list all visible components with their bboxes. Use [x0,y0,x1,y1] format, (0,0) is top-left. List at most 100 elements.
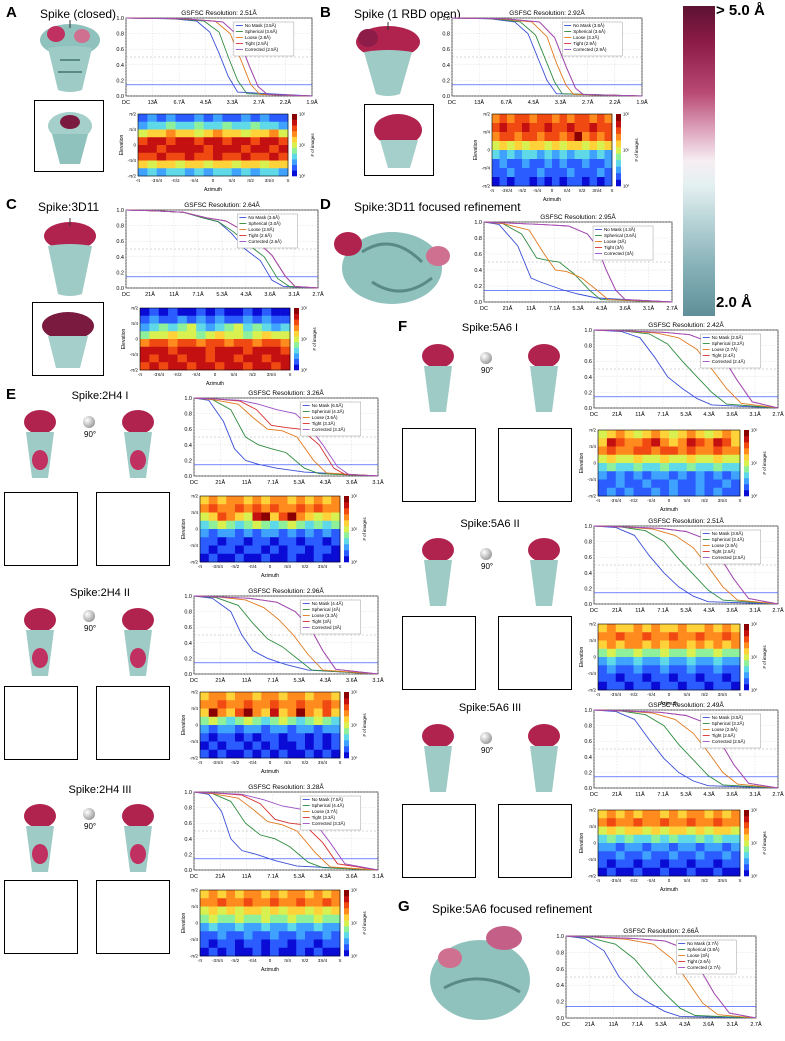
heat-cell [722,463,732,472]
x-tick-label: 3.1Å [643,305,655,312]
heat-cell [224,339,235,348]
heat-cell [261,504,271,513]
heat-cell [660,665,670,674]
heat-cell [606,446,617,456]
heat-cell [677,624,688,633]
heat-cell [722,826,732,836]
x-tick-label: 21Å [585,1021,595,1028]
colorbar-tick-label: 10⁰ [751,494,758,499]
heat-cell [261,362,272,371]
colorbar-tick-label: 10⁰ [751,688,758,693]
heat-cell [507,177,515,187]
heat-cell [598,867,608,877]
heat-cell [559,114,568,124]
heat-cell [713,665,723,674]
legend-label: No Mask (3.6Å) [712,530,744,536]
heat-cell [208,923,218,932]
y-tick-label: -π/4 [128,158,137,163]
heat-cell [598,446,608,456]
heat-cell [296,906,306,916]
heat-cell [196,346,206,355]
heat-colorbar-segment [616,166,621,174]
y-tick-label: 0 [593,655,596,660]
x-tick-label: -π/2 [629,878,638,883]
heat-cell [217,890,227,899]
legend-label: Loose (3.7Å) [312,808,338,814]
series-line-corrected [483,221,673,303]
spike-map-c-top [42,312,94,368]
heat-cell [544,141,553,151]
heat-cell [224,362,235,371]
heat-cell [624,624,634,633]
x-axis-label: Azimuth [660,701,678,707]
heat-cell [669,438,679,447]
heat-cell [606,471,617,480]
heat-cell [322,725,332,734]
heat-cell [669,867,679,877]
heat-cell [686,454,696,464]
spike-map-2h4-ii-box1 [4,686,78,760]
x-tick-label: 3.6Å [726,791,738,798]
heat-cell [252,733,262,742]
heat-colorbar-segment [344,728,349,735]
y-tick-label: 0.2 [116,78,124,84]
heat-cell [331,708,341,718]
heat-cell [270,700,280,709]
heat-cell [651,681,661,691]
heat-cell [270,716,280,726]
heat-cell [231,145,242,154]
spike-map-a-side [40,20,100,92]
heat-cell [252,939,262,949]
heat-cell [615,487,625,497]
heat-cell [660,843,670,852]
heat-cell [271,354,281,363]
heat-cell [305,947,315,957]
heat-cell [633,843,643,852]
colorbar-tick-label: 10² [623,112,630,117]
heat-cell [156,168,167,177]
heat-cell [615,479,625,489]
heat-cell [589,177,598,187]
heat-cell [200,512,210,522]
heat-cell [677,818,688,827]
heat-cell [313,716,323,726]
heat-colorbar-segment [344,544,349,551]
y-tick-label: 0.0 [442,94,450,100]
heat-colorbar-segment [344,908,349,915]
x-tick-label: 3.1Å [749,791,761,798]
heat-cell [208,914,218,924]
heat-cell [305,906,315,916]
series-line-loose [193,397,379,477]
heat-cell [598,810,608,819]
heat-cell [305,537,315,546]
heat-cell [660,479,670,489]
y-tick-label: 0.8 [184,806,192,812]
x-tick-label: DC [562,1022,570,1028]
x-tick-label: -3π/4 [212,760,223,765]
colorbar-tick-label: 10¹ [299,143,306,148]
heat-cell [677,648,688,658]
heat-cell [704,851,714,860]
heat-cell [243,315,253,324]
heat-cell [669,851,679,860]
series-line-no-mask [193,595,379,675]
x-tick-label: 3π/4 [718,692,728,697]
heat-cell [261,354,272,363]
heat-cell [217,496,227,505]
heat-cell [200,914,210,924]
x-tick-label: 3.6Å [346,677,358,684]
heat-cell [215,362,225,371]
legend-label: Spherical (3.2Å) [712,340,745,346]
heat-cell [166,160,176,169]
heat-cell [205,354,216,363]
heat-cell [722,640,732,650]
heat-cell [722,438,732,447]
rotation-sphere-5a6-i [480,352,492,364]
legend-label: Tight (2.6Å) [687,958,711,964]
heat-cell [147,152,158,161]
series-line-no-mask [193,791,379,871]
x-tick-label: 5.3Å [216,291,228,298]
heat-cell [194,114,204,123]
spike-map-2h4-i-box2 [96,492,170,566]
heat-cell [522,114,530,124]
